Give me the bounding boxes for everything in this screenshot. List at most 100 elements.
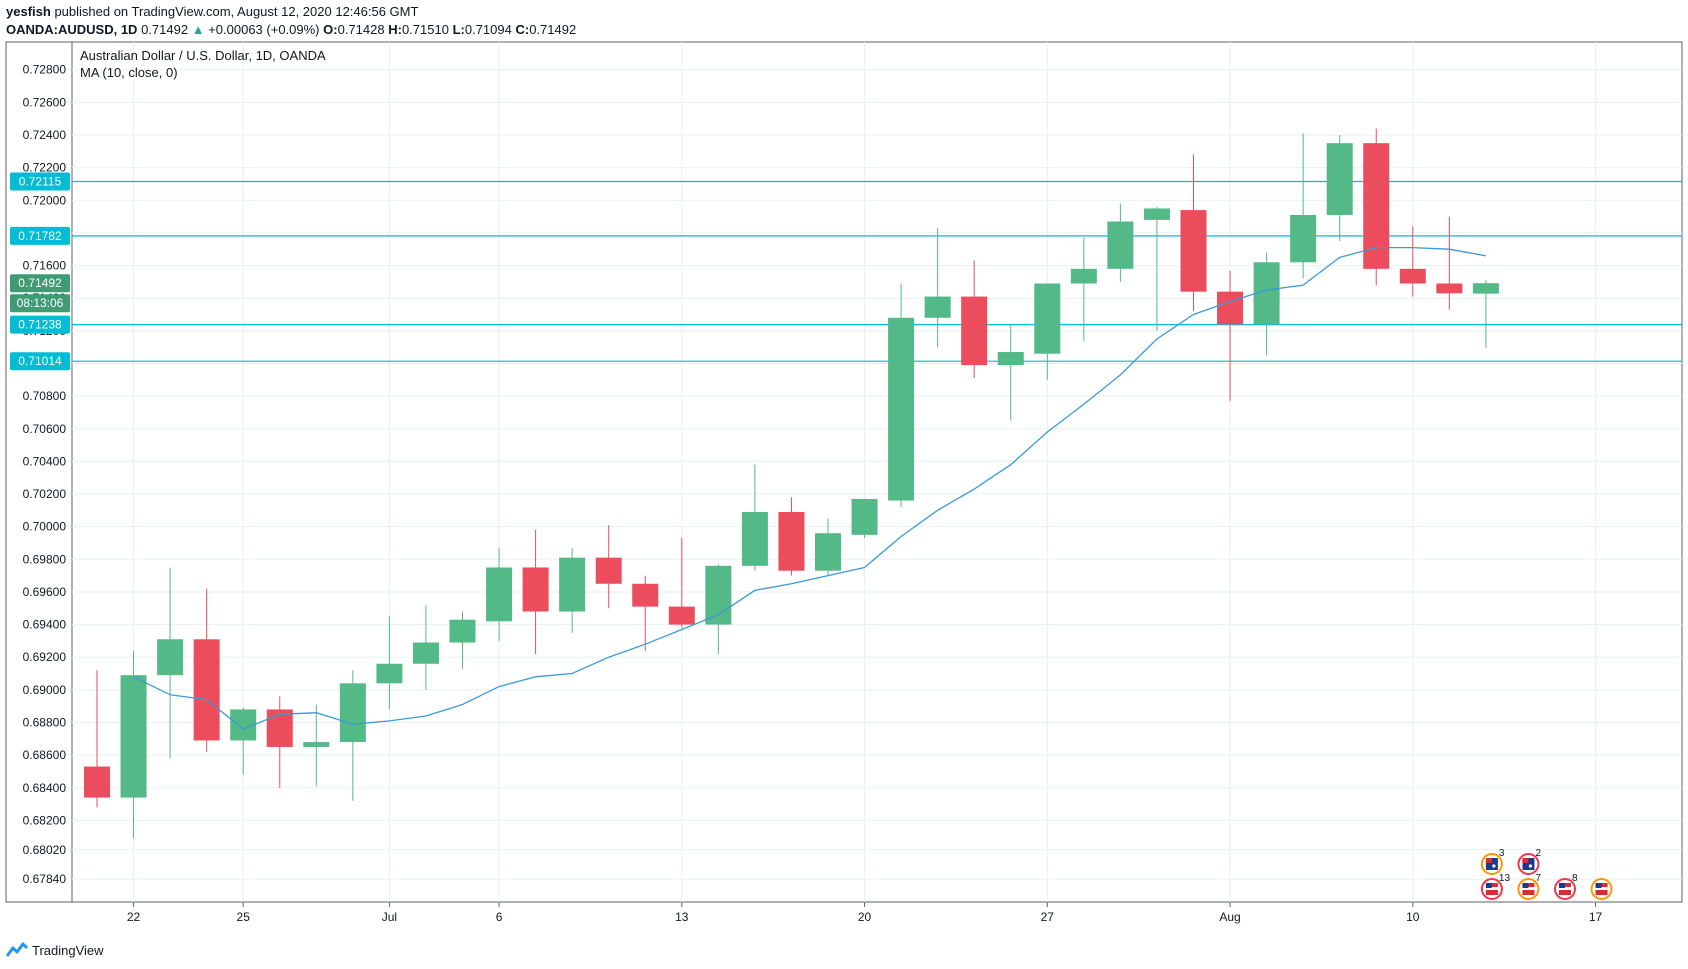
event-count: 2 <box>1535 848 1541 859</box>
brand-name: TradingView <box>32 942 104 958</box>
low-label: L: <box>452 22 465 37</box>
candle-up[interactable] <box>376 663 403 684</box>
flag-canton <box>1522 858 1529 863</box>
candle-up[interactable] <box>997 352 1024 366</box>
y-tick-label: 0.72400 <box>23 128 67 142</box>
level-tag-bg <box>10 315 70 334</box>
ohlc-header: OANDA:AUDUSD, 1D 0.71492 ▲ +0.00063 (+0.… <box>6 22 576 37</box>
low-value: 0.71094 <box>464 22 512 37</box>
candle-up[interactable] <box>486 567 513 622</box>
candle-up[interactable] <box>303 742 330 747</box>
candle-down[interactable] <box>778 511 805 571</box>
y-tick-label: 0.72800 <box>23 63 67 77</box>
moving-average-line[interactable] <box>133 246 1487 730</box>
candle-up[interactable] <box>1472 283 1499 294</box>
x-tick-label: 22 <box>127 910 141 924</box>
candle-up[interactable] <box>559 557 586 612</box>
tradingview-logo-icon <box>6 942 28 957</box>
close-label: C: <box>515 22 530 37</box>
x-tick-label: 25 <box>237 910 251 924</box>
flag-canton <box>1485 883 1492 888</box>
plot-frame <box>5 41 1683 903</box>
candle-up[interactable] <box>1326 143 1353 215</box>
flag-star <box>1492 864 1496 868</box>
event-count: 3 <box>1499 848 1505 859</box>
y-tick-label: 0.72600 <box>23 95 67 109</box>
candle-up[interactable] <box>412 642 439 664</box>
x-tick-label: 10 <box>1406 910 1420 924</box>
candle-up[interactable] <box>1070 268 1097 284</box>
x-tick-label: Aug <box>1219 910 1240 924</box>
event-count: 13 <box>1499 873 1511 884</box>
y-tick-label: 0.70800 <box>23 389 67 403</box>
candle-down[interactable] <box>595 557 622 584</box>
level-tag-bg <box>10 352 70 371</box>
flag-star <box>1528 864 1533 868</box>
flag-canton <box>1485 858 1492 863</box>
y-tick-label: 0.70200 <box>23 487 67 501</box>
high-value: 0.71510 <box>401 22 449 37</box>
candle-up[interactable] <box>924 296 951 318</box>
y-tick-label: 0.69800 <box>23 552 67 566</box>
x-tick-label: 20 <box>858 910 872 924</box>
level-tag: 0.71782 <box>18 229 62 243</box>
y-tick-label: 0.68800 <box>23 715 67 729</box>
candle-up[interactable] <box>1290 214 1317 263</box>
candle-down[interactable] <box>193 639 220 741</box>
x-tick-label: 27 <box>1041 910 1055 924</box>
candle-down[interactable] <box>266 709 293 747</box>
y-tick-label: 0.68200 <box>23 813 67 827</box>
y-tick-label: 0.68600 <box>23 748 67 762</box>
candle-down[interactable] <box>632 583 659 607</box>
y-tick-label: 0.69600 <box>23 585 67 599</box>
candle-up[interactable] <box>888 317 915 501</box>
candle-down[interactable] <box>1180 210 1207 292</box>
y-tick-label: 0.70400 <box>23 454 67 468</box>
candle-up[interactable] <box>851 498 878 535</box>
event-count: 8 <box>1572 873 1578 884</box>
candle-up[interactable] <box>120 675 147 798</box>
candle-up[interactable] <box>157 639 184 676</box>
publish-header: yesfish published on TradingView.com, Au… <box>6 4 418 19</box>
countdown-tag-bg <box>10 294 70 313</box>
flag-canton <box>1522 883 1529 888</box>
flag-stripe <box>1559 887 1571 890</box>
candle-down[interactable] <box>961 296 988 366</box>
level-tag-bg <box>10 172 70 191</box>
high-label: H: <box>388 22 402 37</box>
price-tag-bg <box>10 274 70 293</box>
candle-up[interactable] <box>339 683 366 743</box>
candle-down[interactable] <box>1436 283 1463 294</box>
x-tick-label: 13 <box>675 910 689 924</box>
candle-up[interactable] <box>741 511 768 566</box>
x-tick-label: 17 <box>1589 910 1603 924</box>
candle-up[interactable] <box>1143 208 1170 220</box>
y-tick-label: 0.71600 <box>23 259 67 273</box>
candle-up[interactable] <box>1107 221 1134 269</box>
candle-up[interactable] <box>815 533 841 571</box>
y-tick-label: 0.70000 <box>23 520 67 534</box>
candle-down[interactable] <box>84 766 110 798</box>
candle-down[interactable] <box>522 567 549 612</box>
publisher-name[interactable]: yesfish <box>6 4 51 19</box>
flag-stripe <box>1522 887 1535 890</box>
candle-down[interactable] <box>1217 291 1244 325</box>
countdown-tag: 08:13:06 <box>17 296 64 310</box>
symbol-label: OANDA:AUDUSD, 1D <box>6 22 138 37</box>
y-tick-label: 0.68400 <box>23 781 67 795</box>
event-count: 7 <box>1535 873 1541 884</box>
footer-brand[interactable]: TradingView <box>6 942 104 958</box>
candle-up[interactable] <box>1034 283 1061 354</box>
flag-stripe <box>1485 887 1498 890</box>
candle-down[interactable] <box>1399 268 1426 284</box>
y-tick-label: 0.67840 <box>23 872 67 886</box>
candle-down[interactable] <box>668 606 695 625</box>
y-tick-label: 0.69400 <box>23 618 67 632</box>
flag-stripe <box>1595 887 1608 890</box>
candle-up[interactable] <box>449 619 476 643</box>
price-change: +0.00063 (+0.09%) <box>208 22 320 37</box>
indicator-label: MA (10, close, 0) <box>80 65 178 80</box>
candle-up[interactable] <box>705 565 732 625</box>
up-arrow-icon: ▲ <box>191 22 205 37</box>
